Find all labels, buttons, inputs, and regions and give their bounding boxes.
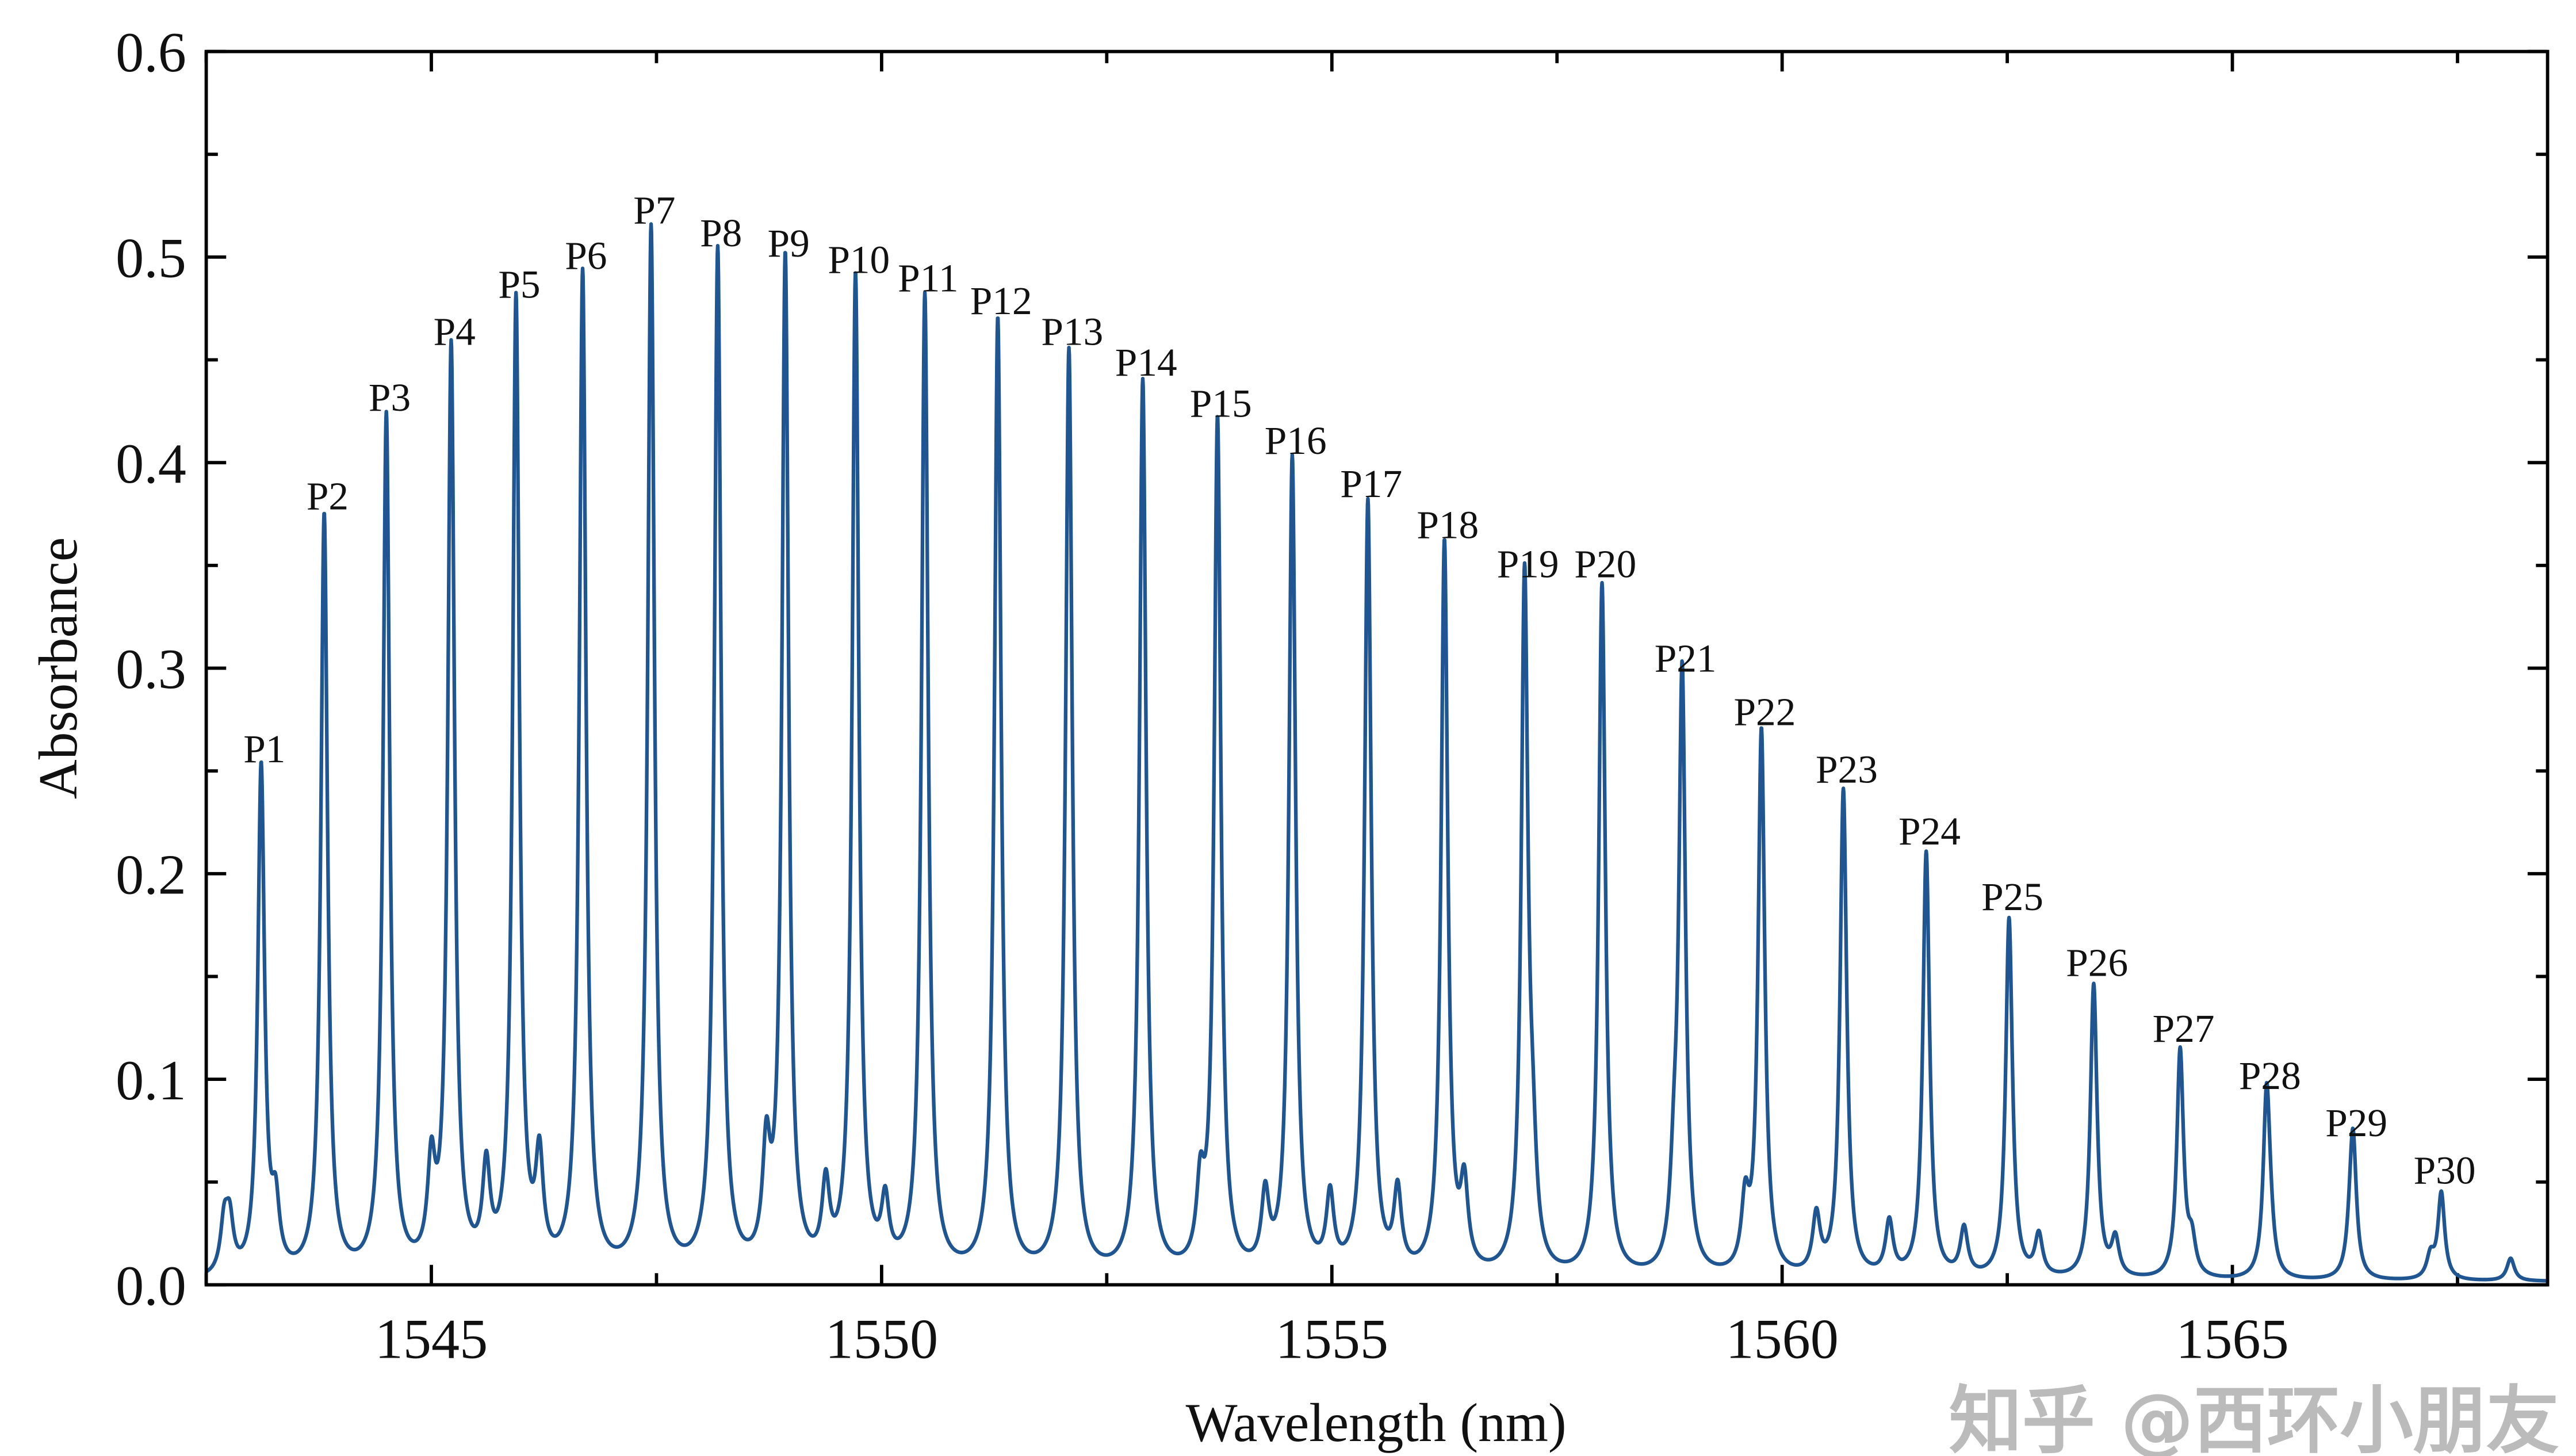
peak-label: P19 bbox=[1497, 541, 1559, 586]
peak-label: P5 bbox=[498, 262, 540, 306]
y-tick-label: 0.0 bbox=[116, 1255, 186, 1317]
plot-frame bbox=[204, 49, 2550, 1287]
y-tick-label: 0.1 bbox=[116, 1049, 186, 1112]
spectrum-line bbox=[205, 222, 2550, 1283]
peak-label: P12 bbox=[970, 278, 1032, 323]
peak-label: P30 bbox=[2414, 1148, 2476, 1192]
peak-label: P4 bbox=[434, 309, 476, 354]
peak-label: P2 bbox=[307, 473, 349, 518]
peak-label: P3 bbox=[369, 375, 411, 419]
y-tick-label: 0.4 bbox=[116, 433, 186, 495]
peak-label: P11 bbox=[898, 256, 958, 300]
y-axis-title: Absorbance bbox=[28, 537, 89, 799]
tick-labels: 1545 1550 1555 1560 1565 0.0 0.1 0.2 0.3 0.4 0.5 0.… bbox=[116, 21, 2289, 1370]
peak-label: P25 bbox=[1981, 874, 2043, 919]
y-tick-label: 0.3 bbox=[116, 638, 186, 701]
watermark: 知乎 @西环小朋友 bbox=[1949, 1378, 2559, 1456]
x-axis-title: Wavelength (nm) bbox=[1186, 1392, 1567, 1453]
peak-label: P20 bbox=[1574, 541, 1636, 586]
peak-label: P18 bbox=[1417, 502, 1479, 547]
x-tick-label: 1550 bbox=[825, 1308, 938, 1371]
peak-label: P21 bbox=[1655, 636, 1717, 681]
peak-label: P10 bbox=[828, 237, 890, 281]
x-tick-label: 1560 bbox=[1725, 1308, 1838, 1371]
peak-label: P27 bbox=[2153, 1006, 2215, 1050]
peak-label: P28 bbox=[2239, 1053, 2301, 1098]
x-tick-label: 1555 bbox=[1276, 1308, 1388, 1371]
x-tick-label: 1565 bbox=[2176, 1308, 2288, 1371]
peak-label: P13 bbox=[1041, 309, 1103, 354]
peak-label: P7 bbox=[633, 188, 675, 232]
peak-label: P14 bbox=[1115, 340, 1177, 384]
peak-label: P6 bbox=[565, 233, 607, 277]
peak-label: P24 bbox=[1898, 809, 1961, 853]
y-tick-label: 0.2 bbox=[116, 843, 186, 906]
peak-label: P8 bbox=[700, 211, 742, 255]
peak-label: P9 bbox=[768, 221, 810, 265]
peak-label: P22 bbox=[1733, 690, 1796, 734]
peak-label: P1 bbox=[243, 727, 285, 771]
peak-label: P15 bbox=[1190, 381, 1252, 426]
peak-label: P26 bbox=[2066, 940, 2128, 984]
y-tick-label: 0.6 bbox=[116, 21, 186, 84]
peak-label: P23 bbox=[1816, 747, 1878, 792]
y-tick-label: 0.5 bbox=[116, 227, 186, 290]
x-tick-label: 1545 bbox=[375, 1308, 488, 1371]
peak-label: P16 bbox=[1265, 418, 1327, 463]
peak-label: P17 bbox=[1340, 461, 1402, 506]
peak-label: P29 bbox=[2325, 1100, 2387, 1145]
